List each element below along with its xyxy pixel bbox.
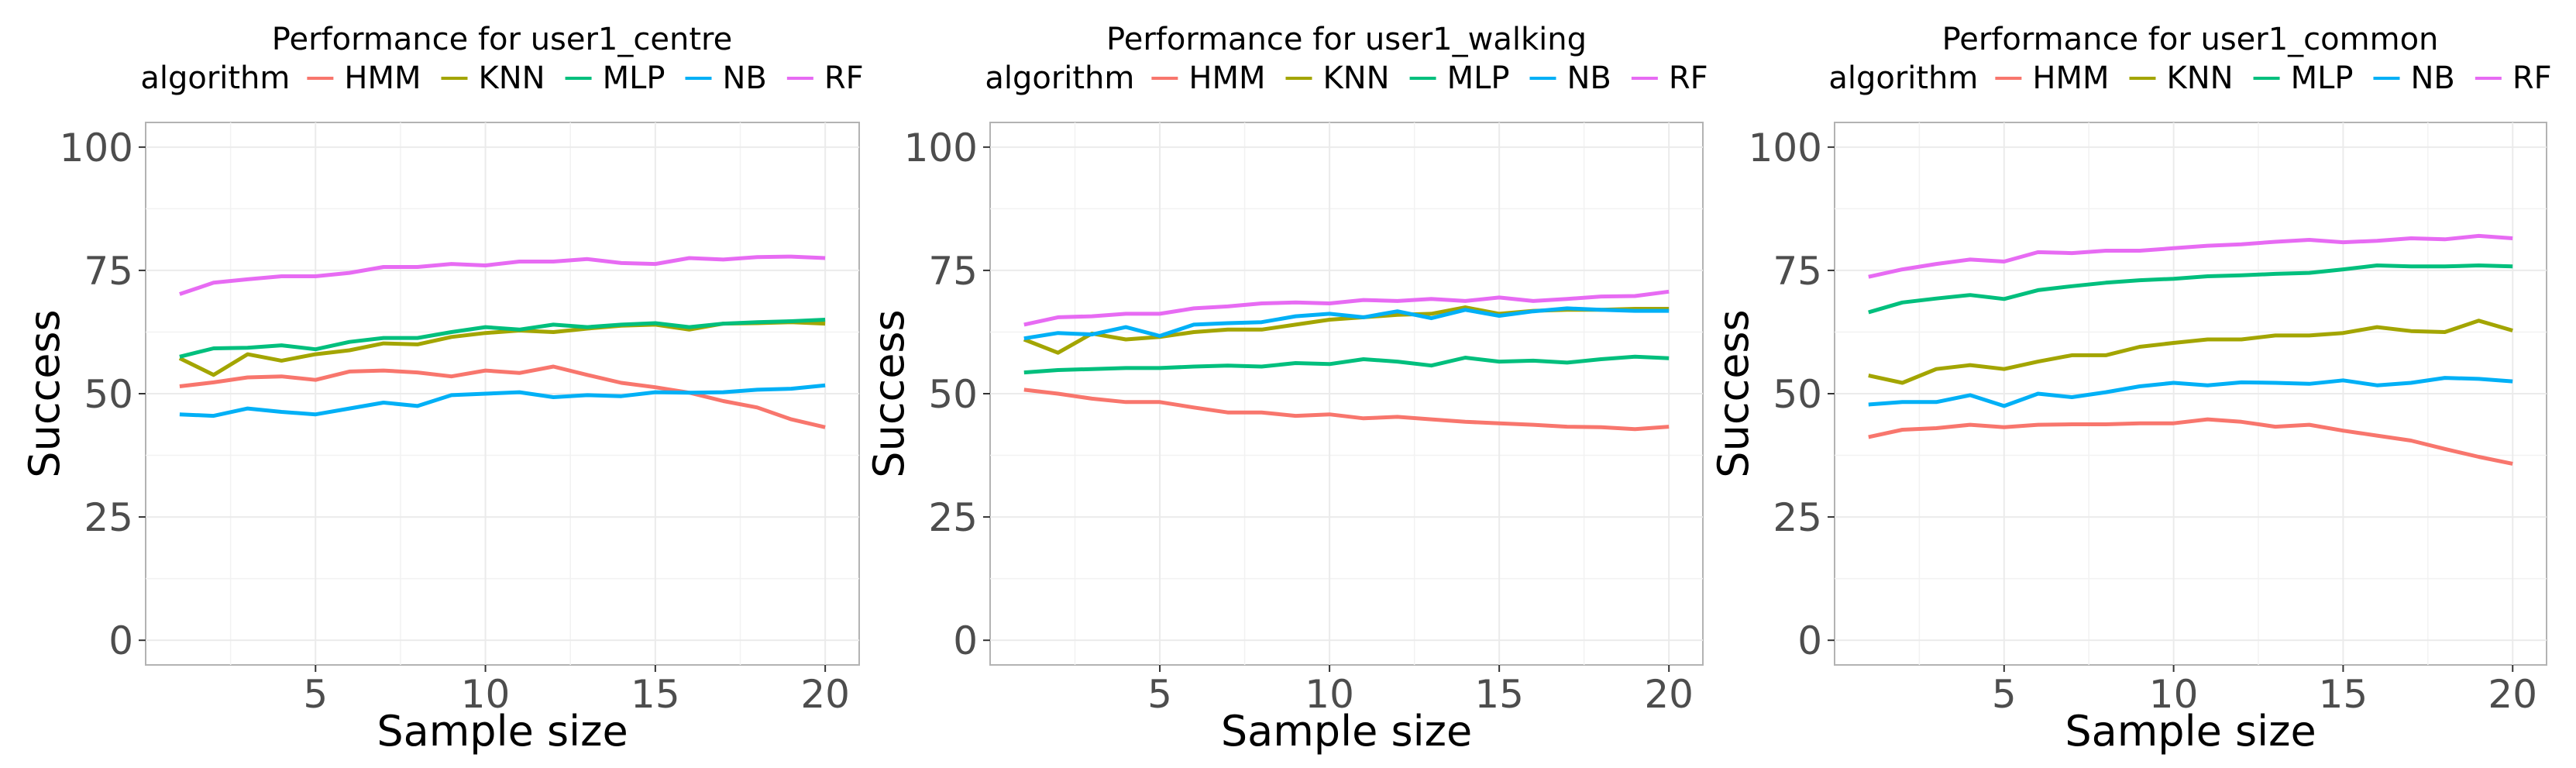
x-axis-title: Sample size <box>1221 707 1472 756</box>
x-tick-label: 10 <box>1305 672 1354 717</box>
legend-label-knn: KNN <box>478 60 545 96</box>
series-line-nb <box>1023 306 1670 341</box>
y-axis-title: Success <box>865 309 913 477</box>
x-tick-label: 20 <box>2488 672 2537 717</box>
x-tick-label: 15 <box>1474 672 1524 717</box>
x-tick-label: 10 <box>2149 672 2199 717</box>
x-axis-title: Sample size <box>2065 707 2316 756</box>
x-tick-label: 5 <box>303 672 328 717</box>
legend: algorithm HMM KNN MLP NB RF <box>985 60 1708 96</box>
series-line-hmm <box>1868 417 2513 466</box>
y-tick-label: 25 <box>1773 495 1822 540</box>
y-tick-label: 100 <box>1749 126 1822 170</box>
series-line-mlp <box>1023 354 1670 375</box>
chart-title: Performance for user1_common <box>1942 22 2439 57</box>
gridlines <box>990 122 1703 665</box>
y-tick-label: 50 <box>928 372 978 417</box>
axes: 0 25 50 75 100 5 10 15 20 Sample size Success <box>1709 126 2537 756</box>
series-line-rf <box>1868 233 2513 279</box>
series-line-hmm <box>179 364 826 429</box>
legend-title: algorithm <box>985 60 1134 96</box>
series-group <box>1023 289 1670 432</box>
legend-label-nb: NB <box>1567 60 1611 96</box>
legend-label-rf: RF <box>2512 60 2552 96</box>
x-tick-label: 20 <box>1644 672 1694 717</box>
x-tick-label: 15 <box>631 672 680 717</box>
legend-label-nb: NB <box>722 60 766 96</box>
y-tick-label: 25 <box>928 495 978 540</box>
series-line-nb <box>179 383 826 418</box>
axes: 0 25 50 75 100 5 10 15 20 Sample size Success <box>865 126 1694 756</box>
x-tick-label: 20 <box>800 672 850 717</box>
legend-label-knn: KNN <box>2166 60 2233 96</box>
legend: algorithm HMM KNN MLP NB RF <box>140 60 863 96</box>
y-tick-label: 25 <box>84 495 133 540</box>
legend-label-knn: KNN <box>1322 60 1389 96</box>
series-line-hmm <box>1023 387 1670 432</box>
x-tick-label: 15 <box>2319 672 2368 717</box>
chart-title: Performance for user1_centre <box>272 22 732 57</box>
y-tick-label: 75 <box>84 249 133 294</box>
y-tick-label: 0 <box>953 618 978 663</box>
series-line-knn <box>1868 319 2513 385</box>
legend-label-hmm: HMM <box>2032 60 2109 96</box>
y-axis-title: Success <box>20 309 69 477</box>
legend-label-mlp: MLP <box>2291 60 2354 96</box>
legend-title: algorithm <box>1828 60 1978 96</box>
series-group <box>178 254 826 429</box>
y-tick-label: 50 <box>1773 372 1822 417</box>
legend-label-rf: RF <box>1669 60 1708 96</box>
legend-label-mlp: MLP <box>1447 60 1510 96</box>
x-axis-title: Sample size <box>377 707 628 756</box>
x-tick-label: 5 <box>1992 672 2017 717</box>
x-tick-label: 10 <box>461 672 511 717</box>
series-line-mlp <box>1868 263 2513 315</box>
y-tick-label: 50 <box>84 372 133 417</box>
series-line-rf <box>179 254 826 296</box>
legend-label-mlp: MLP <box>603 60 665 96</box>
y-tick-label: 75 <box>1773 249 1822 294</box>
series-line-mlp <box>179 318 826 359</box>
legend: algorithm HMM KNN MLP NB RF <box>1828 60 2551 96</box>
legend-title: algorithm <box>140 60 290 96</box>
axes: 0 25 50 75 100 5 10 15 20 Sample size Success <box>20 126 850 756</box>
x-tick-label: 5 <box>1147 672 1172 717</box>
series-line-nb <box>1868 376 2513 408</box>
legend-label-hmm: HMM <box>1188 60 1265 96</box>
series-group <box>1868 233 2513 466</box>
legend-label-hmm: HMM <box>344 60 421 96</box>
legend-label-rf: RF <box>824 60 864 96</box>
y-tick-label: 0 <box>108 618 133 663</box>
y-axis-title: Success <box>1709 309 1758 477</box>
y-tick-label: 100 <box>60 126 133 170</box>
series-line-rf <box>1023 289 1670 327</box>
y-tick-label: 100 <box>904 126 978 170</box>
y-tick-label: 75 <box>928 249 978 294</box>
legend-label-nb: NB <box>2410 60 2454 96</box>
y-tick-label: 0 <box>1797 618 1822 663</box>
chart-title: Performance for user1_walking <box>1106 22 1587 57</box>
